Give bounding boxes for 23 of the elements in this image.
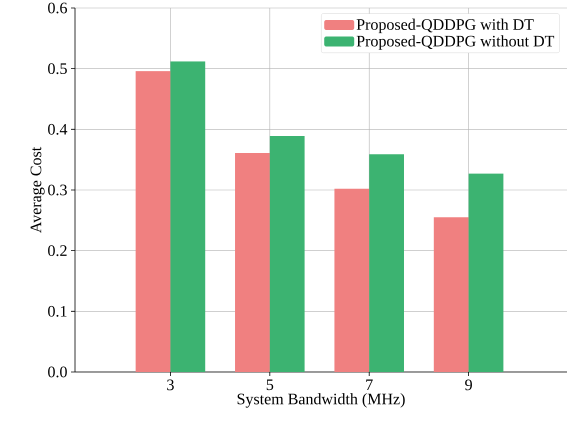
- bar: [369, 154, 404, 372]
- bar: [136, 71, 170, 372]
- x-tick-label: 5: [266, 380, 274, 390]
- y-tick-label: 0.5: [48, 63, 67, 74]
- y-tick-label: 0.1: [48, 306, 67, 317]
- bar: [434, 217, 469, 372]
- y-tick-label: 0.2: [48, 245, 67, 256]
- bar: [270, 136, 305, 372]
- legend-label: Proposed-QDDPG without DT: [356, 35, 554, 50]
- bar: [235, 152, 270, 372]
- x-tick-label: 3: [167, 380, 174, 390]
- y-tick-label: 0.3: [48, 184, 67, 196]
- y-tick-label: 0.6: [48, 2, 67, 14]
- legend-label: Proposed-QDDPG with DT: [356, 18, 534, 34]
- y-axis-title: Average Cost: [30, 146, 45, 234]
- x-tick-label: 9: [465, 380, 472, 390]
- x-axis-title: System Bandwidth (MHz): [238, 393, 405, 408]
- bar: [468, 174, 504, 372]
- x-tick-label: 7: [366, 380, 373, 390]
- bar: [170, 61, 206, 372]
- y-tick-label: 0.0: [48, 366, 67, 378]
- bar: [334, 188, 370, 372]
- y-tick-label: 0.4: [48, 124, 68, 135]
